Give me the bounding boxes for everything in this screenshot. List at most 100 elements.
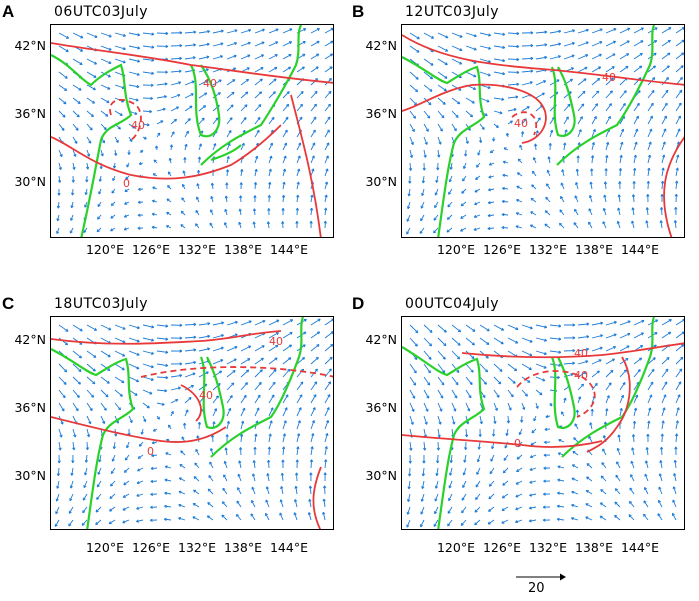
wind-vector-field	[406, 318, 684, 528]
wind-vector	[296, 420, 301, 430]
wind-vector	[422, 467, 425, 476]
wind-vector	[170, 57, 182, 60]
wind-vector	[487, 214, 495, 217]
wind-vector-head	[165, 337, 169, 341]
wind-vector-head	[652, 65, 656, 69]
wind-vector	[86, 350, 97, 358]
wind-vector-head	[529, 224, 533, 228]
wind-vector	[164, 518, 172, 521]
wind-vector-head	[603, 421, 608, 425]
wind-vector	[661, 420, 664, 430]
wind-vector-head	[416, 36, 420, 40]
wind-vector-head	[530, 44, 534, 48]
wind-vector-head	[516, 172, 520, 176]
wind-vector	[239, 208, 242, 216]
wind-vector	[493, 110, 503, 114]
wind-vector	[136, 480, 144, 484]
wind-vector-head	[543, 80, 547, 84]
wind-vector-head	[193, 489, 197, 493]
wind-vector-head	[70, 472, 74, 476]
wind-vector-head	[544, 427, 548, 431]
wind-vector	[465, 363, 474, 373]
wind-vector-head	[611, 66, 615, 70]
wind-vector-head	[178, 490, 182, 494]
wind-vector	[280, 486, 284, 495]
wind-vector-head	[282, 446, 286, 450]
wind-vector-head	[453, 128, 457, 132]
wind-vector	[521, 57, 534, 60]
wind-vector-head	[478, 140, 483, 144]
wind-vector-head	[635, 394, 639, 398]
wind-vector-head	[560, 196, 564, 200]
wind-vector	[72, 363, 82, 372]
wind-vector-head	[613, 40, 617, 44]
wind-vector	[572, 464, 579, 469]
wind-vector-head	[457, 356, 461, 360]
wind-vector-head	[299, 394, 303, 398]
wind-vector-head	[251, 473, 256, 477]
wind-vector	[451, 45, 463, 51]
wind-vector	[100, 324, 112, 331]
wind-vector-head	[481, 126, 485, 130]
wind-vector-head	[448, 191, 452, 195]
wind-vector-head	[240, 169, 244, 172]
wind-vector-head	[196, 169, 201, 173]
wind-vector-head	[129, 139, 133, 143]
wind-vector	[268, 460, 270, 469]
wind-vector-head	[121, 380, 125, 384]
wind-vector-head	[161, 402, 165, 406]
wind-vector-head	[196, 435, 200, 439]
wind-vector	[544, 210, 551, 216]
wind-vector-head	[64, 369, 68, 373]
wind-vector-head	[516, 198, 520, 202]
wind-vector	[507, 32, 520, 35]
wind-vector-head	[140, 431, 144, 435]
wind-vector-head	[285, 116, 289, 120]
wind-vector-head	[655, 319, 659, 323]
wind-vector	[488, 506, 495, 512]
wind-vector-head	[302, 344, 306, 348]
wind-vector-head	[529, 467, 533, 471]
wind-vector-head	[237, 487, 241, 491]
wind-vector	[58, 389, 66, 399]
wind-vector	[605, 369, 614, 378]
wind-vector-head	[195, 196, 199, 200]
wind-vector	[324, 40, 333, 47]
wind-vector	[324, 116, 331, 125]
coastline	[556, 25, 656, 166]
wind-vector	[142, 376, 154, 381]
wind-vector-head	[193, 348, 197, 352]
wind-vector-head	[122, 353, 126, 357]
wind-vector	[226, 42, 237, 47]
wind-vector-head	[633, 154, 637, 158]
contour-label: 40	[131, 119, 145, 132]
wind-vector	[614, 515, 621, 521]
wind-vector-head	[679, 89, 683, 93]
wind-vector-head	[152, 186, 156, 190]
wind-vector	[86, 402, 93, 411]
wind-vector-head	[658, 499, 661, 503]
wind-vector-head	[123, 469, 127, 473]
wind-vector-head	[543, 466, 547, 470]
wind-vector	[251, 486, 256, 495]
wind-vector-head	[181, 197, 185, 201]
wind-vector	[675, 319, 684, 326]
wind-vector	[123, 493, 130, 498]
wind-vector	[86, 136, 92, 144]
wind-vector	[150, 467, 158, 470]
wind-vector	[324, 103, 331, 112]
wind-vector-head	[149, 391, 153, 395]
wind-vector	[630, 474, 635, 482]
wind-vector-head	[640, 332, 644, 336]
wind-vector-head	[265, 486, 269, 490]
wind-vector-head	[192, 56, 196, 60]
wind-vector-head	[137, 455, 141, 459]
wind-vector	[296, 381, 304, 391]
wind-vector-head	[253, 182, 258, 185]
wind-vector	[673, 486, 677, 495]
wind-vector-head	[99, 166, 103, 170]
wind-vector-head	[500, 341, 504, 345]
wind-vector	[465, 389, 472, 399]
wind-vector	[437, 428, 440, 438]
wind-vector-head	[108, 521, 112, 525]
